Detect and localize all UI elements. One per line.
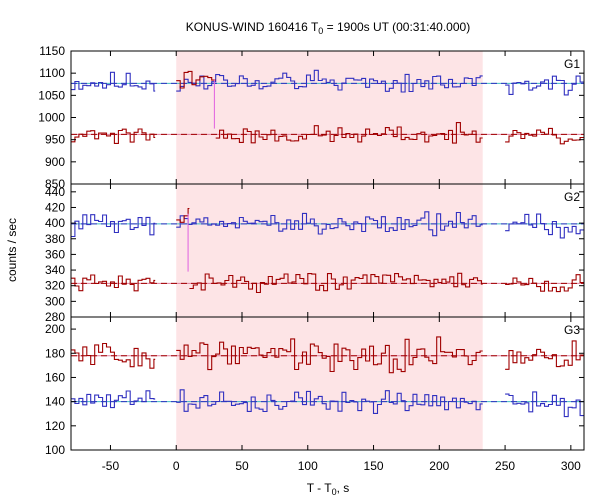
burst-interval-shade xyxy=(176,51,483,450)
y-tick-label: 360 xyxy=(45,247,65,261)
y-tick-label: 340 xyxy=(45,263,65,277)
y-axis-label: counts / sec xyxy=(5,218,19,282)
x-tick-label: 50 xyxy=(235,459,249,473)
panel-frame xyxy=(70,316,585,451)
x-tick-label: 150 xyxy=(364,459,384,473)
y-tick-label: 100 xyxy=(45,443,65,457)
y-tick-label: 420 xyxy=(45,200,65,214)
chart-title: KONUS-WIND 160416 T0 = 1900s UT (00:31:4… xyxy=(186,20,470,36)
count-rate-series xyxy=(71,70,584,145)
panel-label: G1 xyxy=(564,57,580,71)
y-tick-label: 160 xyxy=(45,370,65,384)
x-tick-label: -50 xyxy=(102,459,120,473)
y-tick-label: 440 xyxy=(45,185,65,199)
count-rate-series xyxy=(71,207,584,294)
y-tick-label: 120 xyxy=(45,419,65,433)
x-tick-label: 250 xyxy=(495,459,515,473)
y-tick-label: 300 xyxy=(45,294,65,308)
y-tick-label: 950 xyxy=(45,133,65,147)
count-rate-series xyxy=(71,69,584,96)
x-tick-label: 100 xyxy=(298,459,318,473)
count-rate-series xyxy=(71,389,584,418)
y-tick-label: 180 xyxy=(45,346,65,360)
x-tick-label: 200 xyxy=(429,459,449,473)
y-tick-label: 140 xyxy=(45,395,65,409)
y-tick-label: 280 xyxy=(45,310,65,324)
y-tick-label: 900 xyxy=(45,155,65,169)
y-tick-label: 1150 xyxy=(39,44,65,58)
plot-area: 8509009501000105011001150G12803003203403… xyxy=(38,44,585,473)
x-tick-label: 0 xyxy=(173,459,180,473)
y-tick-label: 1000 xyxy=(38,111,65,125)
y-tick-label: 1050 xyxy=(38,88,65,102)
y-tick-label: 1100 xyxy=(39,66,65,80)
y-tick-label: 400 xyxy=(45,216,65,230)
panel-label: G2 xyxy=(564,190,580,204)
y-tick-label: 200 xyxy=(45,322,65,336)
y-tick-label: 850 xyxy=(45,177,65,191)
y-tick-label: 320 xyxy=(45,279,65,293)
y-tick-label: 380 xyxy=(45,232,65,246)
x-axis-label: T - T0, s xyxy=(307,481,350,497)
panel-label: G3 xyxy=(564,323,580,337)
x-tick-label: 300 xyxy=(561,459,581,473)
